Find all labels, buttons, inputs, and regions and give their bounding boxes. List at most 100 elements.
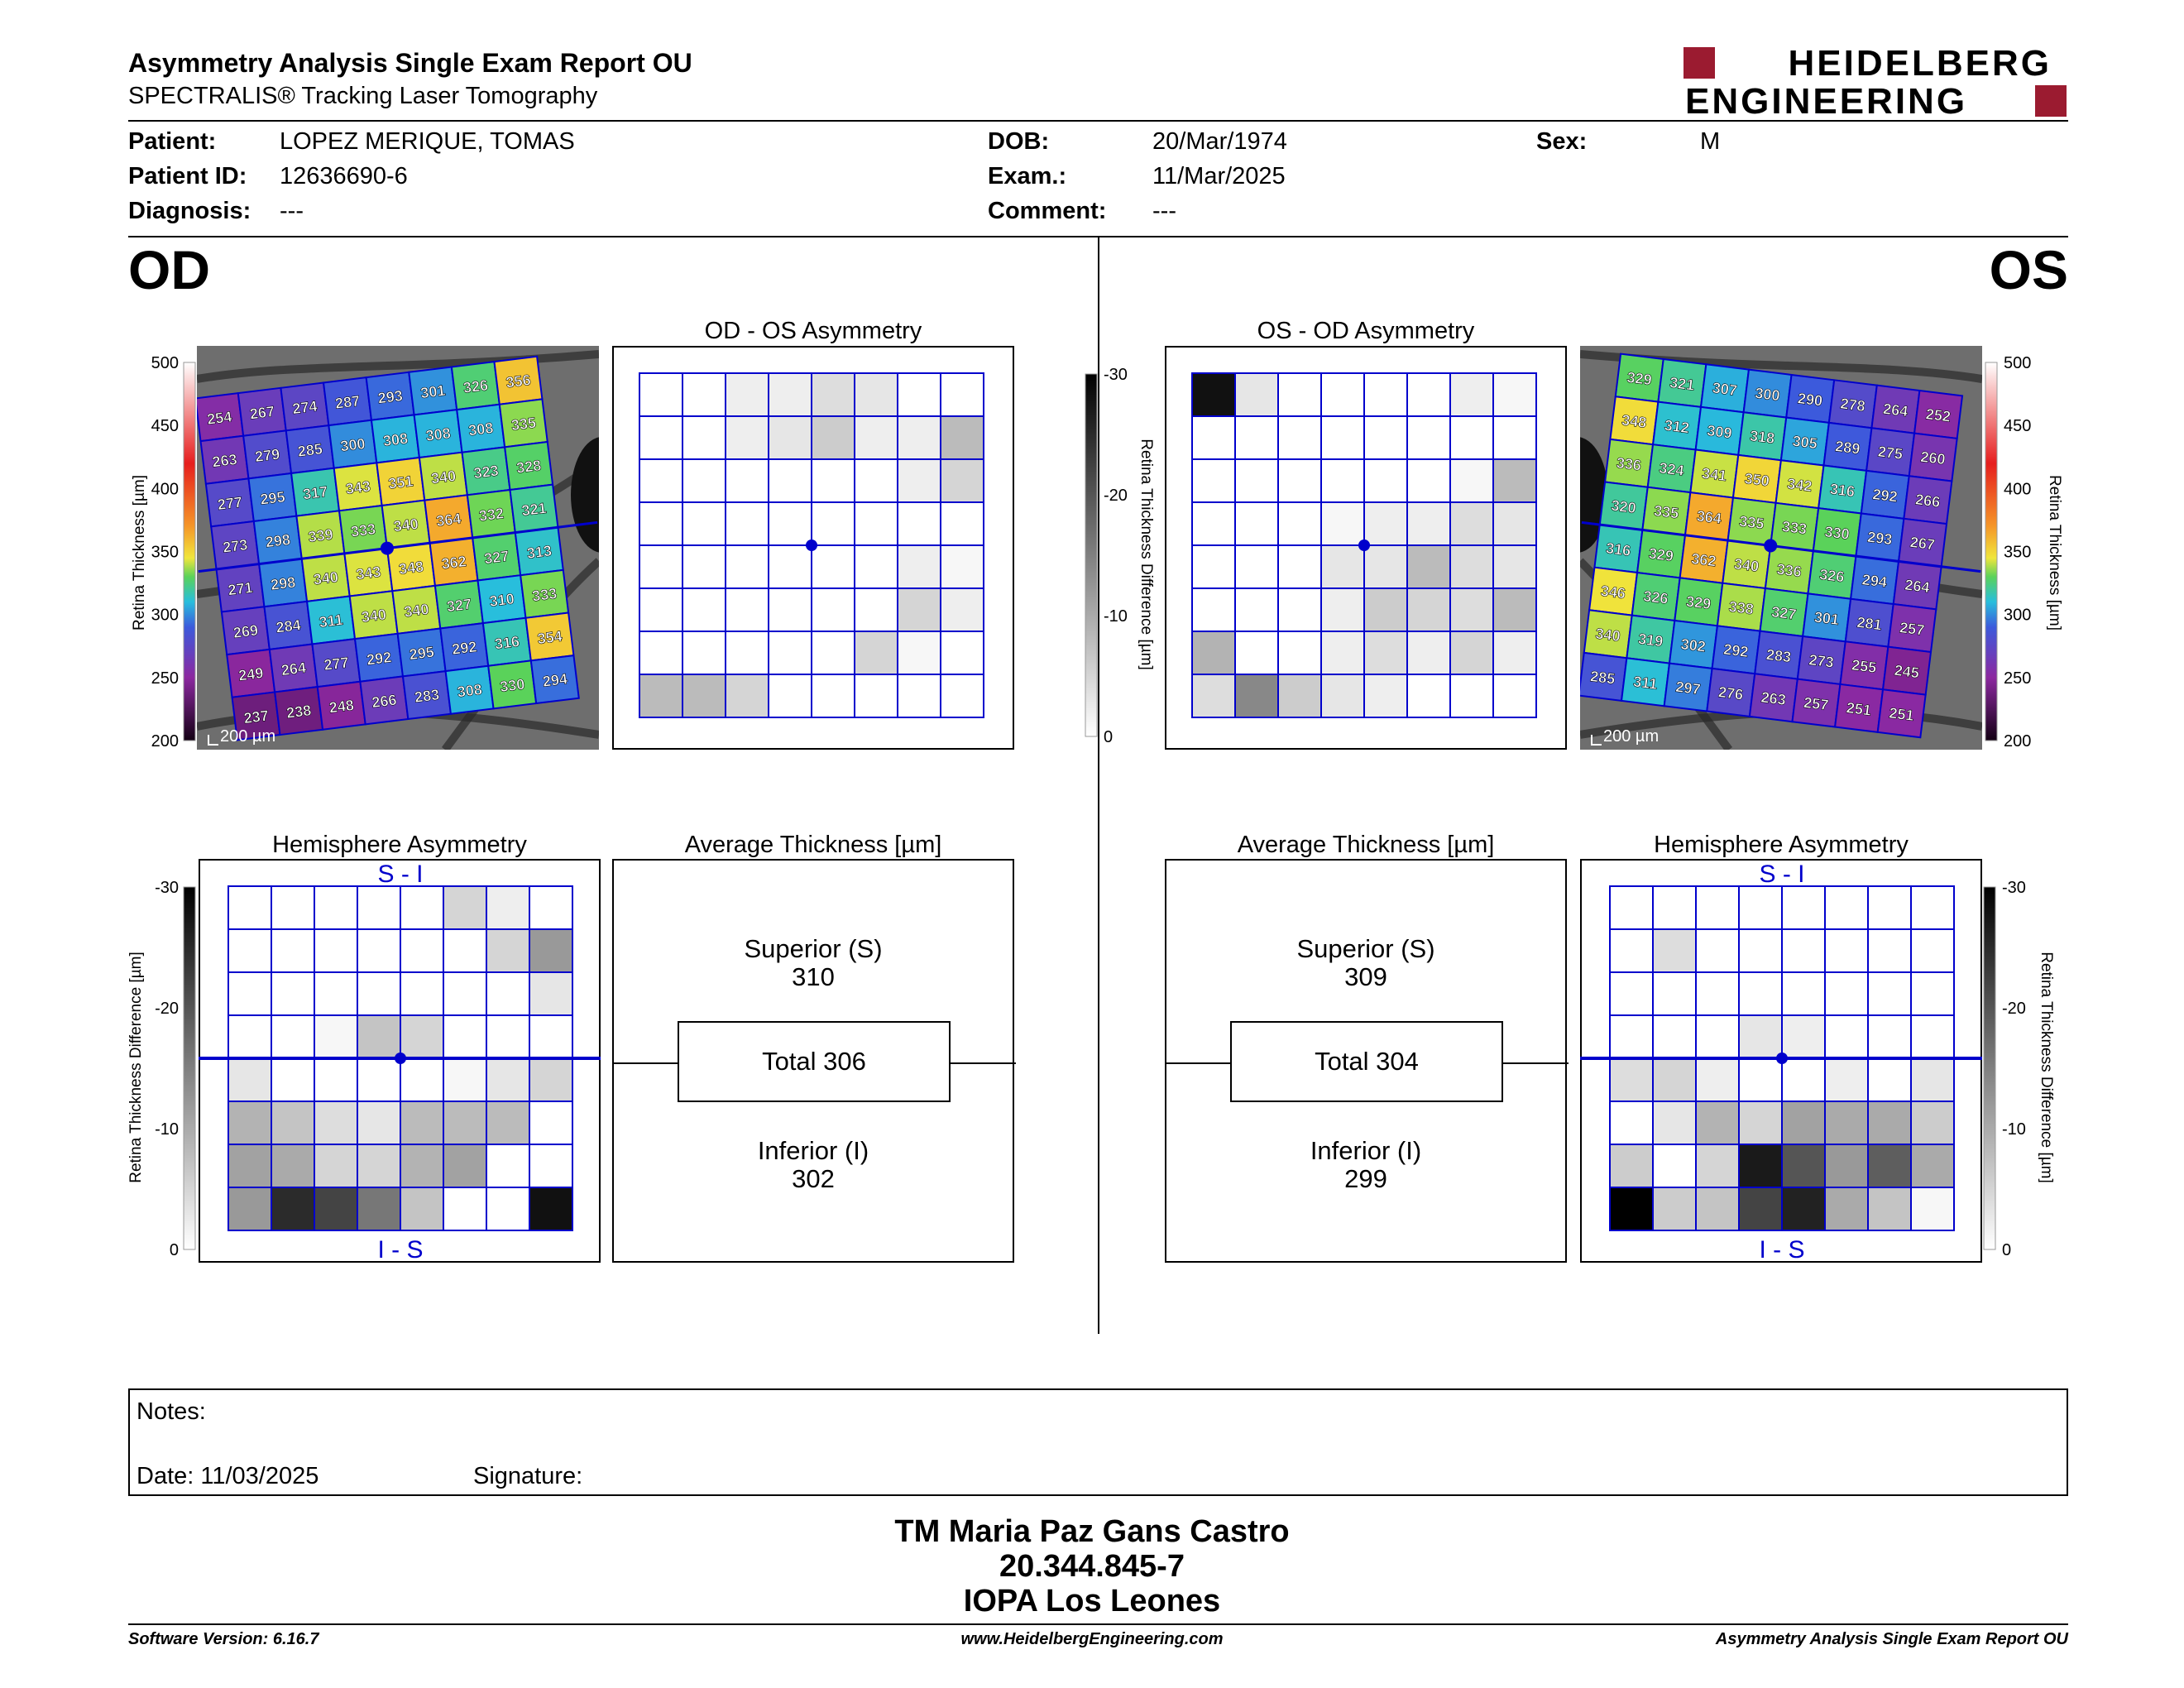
fovea-marker xyxy=(395,1053,406,1064)
grid-cell xyxy=(811,674,855,718)
thickness-value: 293 xyxy=(1866,529,1893,549)
thickness-value: 273 xyxy=(222,536,248,556)
grid-cell xyxy=(1277,458,1322,503)
thickness-value: 294 xyxy=(1861,571,1888,591)
thickness-value: 326 xyxy=(1642,587,1669,607)
grid-cell xyxy=(639,587,683,632)
grid-cell xyxy=(1910,1187,1955,1231)
patient-id-value: 12636690-6 xyxy=(280,163,408,189)
grid-cell xyxy=(1277,631,1322,675)
grid-cell xyxy=(768,587,812,632)
thickness-value: 333 xyxy=(531,585,558,605)
grid-cell xyxy=(400,1014,444,1059)
grid-cell xyxy=(725,587,769,632)
thickness-value: 341 xyxy=(1701,465,1727,485)
grid-cell xyxy=(486,1101,530,1145)
grid-cell xyxy=(1406,631,1451,675)
grid-cell xyxy=(1320,674,1365,718)
grid-cell xyxy=(725,544,769,589)
grid-cell xyxy=(1652,1144,1697,1188)
grid-cell xyxy=(639,501,683,546)
grid-cell xyxy=(940,587,984,632)
thickness-value: 264 xyxy=(280,659,307,679)
grid-cell xyxy=(639,674,683,718)
grid-cell xyxy=(768,372,812,417)
thickness-value: 294 xyxy=(542,670,568,690)
grid-cell xyxy=(897,458,941,503)
grid-cell xyxy=(854,544,898,589)
grid-cell xyxy=(940,372,984,417)
thickness-value: 340 xyxy=(430,468,457,487)
thickness-value: 324 xyxy=(1658,459,1684,479)
grid-cell xyxy=(529,971,573,1016)
grid-cell xyxy=(1277,372,1322,417)
od-inferior-value: 302 xyxy=(792,1164,835,1193)
grid-cell xyxy=(811,372,855,417)
scale-bar-label: 200 µm xyxy=(220,727,275,746)
thickness-value: 329 xyxy=(1685,593,1712,613)
grid-cell xyxy=(486,1144,530,1188)
patient-id-label: Patient ID: xyxy=(128,163,247,189)
grid-cell xyxy=(1320,544,1365,589)
thickness-value: 305 xyxy=(1792,433,1818,453)
grid-cell xyxy=(854,674,898,718)
os-superior-value: 309 xyxy=(1344,962,1387,991)
grid-cell xyxy=(1867,885,1912,930)
grid-cell xyxy=(1910,1057,1955,1102)
thickness-value: 340 xyxy=(361,606,387,626)
fovea-marker xyxy=(380,541,394,555)
grid-cell xyxy=(682,674,726,718)
thickness-value: 310 xyxy=(489,590,515,610)
grid-cell xyxy=(1492,458,1537,503)
thickness-value: 292 xyxy=(451,638,477,658)
thickness-tick: 200 xyxy=(151,732,179,750)
thickness-value: 277 xyxy=(323,654,349,674)
thickness-value: 308 xyxy=(425,424,452,444)
os-hemi-diff-scale: -30 -20 -10 0 Retina Thickness Difference [µ… xyxy=(1982,869,2065,1259)
grid-cell xyxy=(357,885,401,930)
thickness-value: 340 xyxy=(393,516,419,535)
grid-cell xyxy=(1277,544,1322,589)
grid-cell xyxy=(400,928,444,973)
grid-cell xyxy=(725,631,769,675)
thickness-value: 335 xyxy=(510,415,537,434)
grid-cell xyxy=(1910,928,1955,973)
grid-cell xyxy=(486,1057,530,1102)
footer-website[interactable]: www.HeidelbergEngineering.com xyxy=(960,1630,1224,1648)
grid-cell xyxy=(400,1144,444,1188)
thickness-tick: 250 xyxy=(151,669,179,688)
thickness-value: 302 xyxy=(1680,635,1707,655)
grid-cell xyxy=(1363,415,1408,460)
grid-cell xyxy=(228,1187,272,1231)
grid-cell xyxy=(1867,928,1912,973)
grid-cell xyxy=(357,971,401,1016)
eye-divider xyxy=(1098,237,1099,1334)
od-superior-value: 310 xyxy=(792,962,835,991)
grid-cell xyxy=(357,1144,401,1188)
grid-cell xyxy=(940,631,984,675)
od-inferior-label: Inferior (I) xyxy=(757,1136,869,1165)
grid-cell xyxy=(854,415,898,460)
difference-tick: 0 xyxy=(2002,1241,2011,1258)
thickness-value: 279 xyxy=(254,446,280,466)
thickness-value: 255 xyxy=(1851,657,1877,677)
grid-cell xyxy=(1695,971,1740,1016)
grid-cell xyxy=(1781,971,1826,1016)
os-thickness-map: 329 321 307 300 290 278 264 252 348 312 309 318 305 2… xyxy=(1545,346,1983,752)
os-asymmetry-title: OS - OD Asymmetry xyxy=(1257,318,1475,344)
thickness-value: 329 xyxy=(1648,545,1674,565)
grid-cell xyxy=(1234,587,1279,632)
thickness-value: 336 xyxy=(1776,561,1803,581)
grid-cell xyxy=(1492,631,1537,675)
grid-cell xyxy=(897,415,941,460)
footer-rule xyxy=(128,1623,2068,1625)
thickness-value: 332 xyxy=(478,505,505,525)
grid-cell xyxy=(1406,587,1451,632)
grid-cell xyxy=(897,631,941,675)
grid-cell xyxy=(1824,971,1869,1016)
thickness-value: 300 xyxy=(339,435,366,455)
thickness-value: 330 xyxy=(499,676,525,696)
notes-box[interactable]: Notes: Date: 11/03/2025 Signature: xyxy=(128,1388,2068,1496)
grid-cell xyxy=(1867,971,1912,1016)
grid-cell xyxy=(1738,971,1783,1016)
